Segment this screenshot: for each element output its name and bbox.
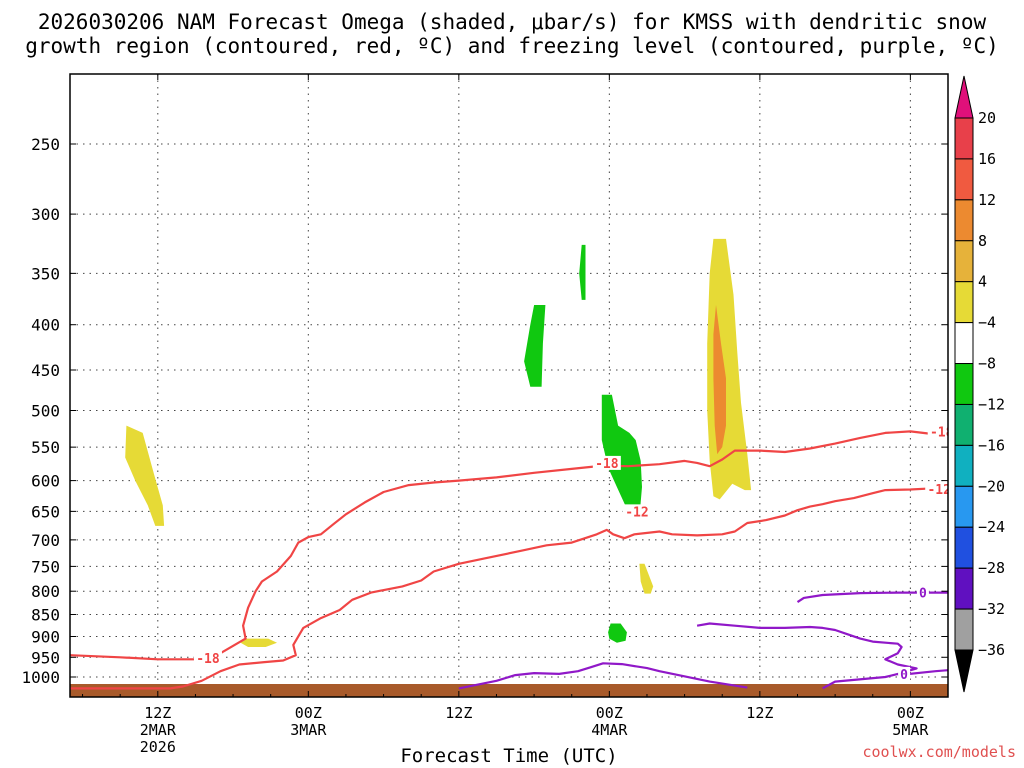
y-tick-label: 500	[31, 402, 60, 421]
y-tick-label: 300	[31, 205, 60, 224]
plot-border	[69, 73, 949, 698]
colorbar-band	[954, 240, 974, 283]
colorbar-label: −12	[978, 395, 1005, 413]
y-tick-label: 700	[31, 531, 60, 550]
contour-label-bg	[622, 504, 651, 519]
x-tick-label: 2026	[140, 738, 176, 756]
omega-region	[608, 623, 627, 643]
contour-label: -18	[595, 457, 619, 472]
terrain-ground	[70, 684, 948, 697]
omega-shading	[125, 238, 752, 647]
colorbar-label: −8	[978, 355, 996, 373]
colorbar-band	[954, 485, 974, 528]
contour-line	[796, 591, 948, 604]
omega-region	[601, 394, 642, 518]
colorbar-band	[954, 322, 974, 365]
contour-line	[696, 622, 918, 690]
omega-region	[639, 563, 654, 594]
ground-strip-left	[70, 686, 110, 697]
colorbar-band	[954, 403, 974, 446]
contour-label-bg	[925, 481, 948, 496]
y-tick-label: 450	[31, 361, 60, 380]
x-tick-label: 5MAR	[892, 721, 929, 739]
credit-text: coolwx.com/models	[862, 743, 1016, 761]
colorbar-band	[954, 567, 974, 610]
omega-region	[579, 244, 586, 300]
ground-strip	[70, 684, 948, 697]
x-tick-label: 00Z	[596, 704, 623, 722]
contour-label: 0	[900, 668, 908, 683]
x-axis-label: Forecast Time (UTC)	[400, 745, 617, 767]
x-tick-label: 3MAR	[290, 721, 327, 739]
contour-label-bg	[927, 424, 948, 439]
colorbar-band-last	[954, 608, 974, 651]
contour-label-bg	[193, 651, 222, 666]
grid	[70, 74, 948, 697]
contour-label-bg	[592, 455, 621, 470]
y-axis: 250 300 350 400 450 500 550 600 650 700 750 800 850 9…	[21, 135, 948, 687]
y-tick-label: 600	[31, 472, 60, 491]
x-tick-label: 00Z	[295, 704, 322, 722]
colorbar-label: 20	[978, 109, 996, 127]
colorbar-label: 8	[978, 232, 987, 250]
y-tick-label: 350	[31, 264, 60, 283]
colorbar-band	[954, 117, 974, 160]
colorbar-bottom-arrow	[954, 649, 974, 693]
y-tick-label: 900	[31, 627, 60, 646]
colorbar-label: 4	[978, 273, 987, 291]
x-tick-label: 12Z	[144, 704, 171, 722]
colorbar-band	[954, 281, 974, 324]
contour-line	[458, 662, 748, 690]
plot-frame	[69, 73, 949, 698]
contour-label: -12	[625, 505, 648, 520]
colorbar-label: −32	[978, 600, 1005, 618]
colorbar-label: −20	[978, 477, 1005, 495]
contour-label: -18	[196, 652, 220, 667]
y-tick-label: 250	[31, 135, 60, 154]
colorbar-label: 16	[978, 150, 996, 168]
colorbar-label: −28	[978, 559, 1005, 577]
contour-label-bg	[898, 666, 911, 681]
x-tick-label: 2MAR	[140, 721, 177, 739]
omega-region	[125, 425, 165, 526]
x-tick-label: 4MAR	[591, 721, 628, 739]
colorbar-label: −24	[978, 518, 1005, 536]
omega-region	[240, 638, 277, 647]
colorbar: 20 16 12 8 4 −4 −8 −12 −16 −20 −24 −28 −32 −36	[954, 75, 1005, 693]
y-tick-label: 950	[31, 648, 60, 667]
omega-region	[713, 305, 726, 455]
colorbar-band	[954, 199, 974, 242]
colorbar-label: −36	[978, 641, 1005, 659]
colorbar-band	[954, 444, 974, 487]
contour-label: -18	[930, 425, 954, 440]
x-tick-label: 12Z	[746, 704, 773, 722]
colorbar-top-arrow	[954, 75, 974, 119]
y-tick-label: 800	[31, 582, 60, 601]
contour-label: 0	[919, 587, 927, 602]
colorbar-band	[954, 363, 974, 405]
temperature-contours: -18 -18 -18 -12 -12 0 0	[70, 424, 954, 690]
contour-line	[897, 669, 948, 677]
y-tick-label: 550	[31, 438, 60, 457]
y-tick-label: 650	[31, 502, 60, 521]
colorbar-label: −16	[978, 436, 1005, 454]
chart-title-line2: growth region (contoured, red, ºC) and f…	[25, 34, 999, 58]
colorbar-band	[954, 158, 974, 201]
contour-line	[70, 430, 948, 661]
colorbar-label: −4	[978, 314, 996, 332]
y-tick-label: 850	[31, 606, 60, 625]
x-tick-label: 12Z	[445, 704, 472, 722]
x-axis: 12Z2MAR202600Z3MAR12Z00Z4MAR12Z00Z5MAR12…	[82, 74, 949, 756]
colorbar-band	[954, 526, 974, 569]
omega-region	[524, 305, 546, 387]
colorbar-label: 12	[978, 191, 996, 209]
contour-label-bg	[916, 585, 929, 600]
y-tick-label: 750	[31, 557, 60, 576]
y-tick-label: 400	[31, 316, 60, 335]
y-tick-label: 1000	[21, 668, 60, 687]
contour-label: -12	[927, 483, 950, 498]
chart-title-line1: 2026030206 NAM Forecast Omega (shaded, μ…	[38, 10, 987, 34]
x-tick-label: 00Z	[897, 704, 924, 722]
